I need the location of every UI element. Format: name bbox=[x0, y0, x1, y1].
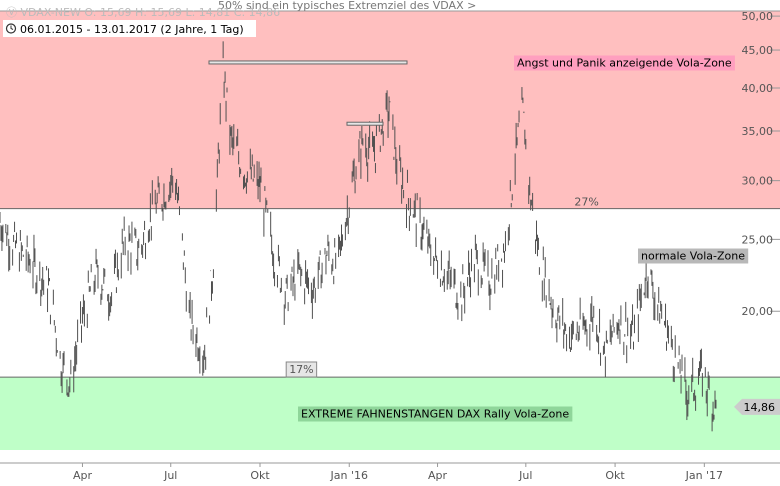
pct-label-box-bg bbox=[286, 361, 317, 377]
pct-label: 27% bbox=[574, 196, 598, 209]
zone-label-normal: normale Vola-Zone bbox=[638, 248, 749, 264]
zone-label-extreme: EXTREME FAHNENSTANGEN DAX Rally Vola-Zon… bbox=[298, 406, 573, 422]
zone-label-normal-bg bbox=[638, 248, 749, 264]
zone-label-panic: Angst und Panik anzeigende Vola-Zone bbox=[514, 55, 735, 71]
top-note: 50% sind ein typisches Extremziel des VD… bbox=[218, 0, 476, 12]
clock-icon bbox=[5, 23, 17, 34]
y-tick-label: 20,00 bbox=[742, 305, 774, 318]
x-tick-label: Jul bbox=[518, 469, 532, 482]
zone-panic bbox=[0, 11, 780, 209]
y-tick-label: 40,00 bbox=[742, 82, 774, 95]
y-tick-label: 50,00 bbox=[742, 10, 774, 23]
header-subtitle-text: 06.01.2015 - 13.01.2017 (2 Jahre, 1 Tag) bbox=[20, 23, 244, 36]
x-tick-label: Apr bbox=[73, 469, 93, 482]
y-tick-label: 30,00 bbox=[742, 175, 774, 188]
y-tick-label: 35,00 bbox=[742, 125, 774, 138]
clock-hand bbox=[10, 25, 14, 30]
x-tick-label: Jan '16 bbox=[330, 469, 368, 482]
pct-label-box-text: 17% bbox=[289, 363, 313, 376]
zone-normal bbox=[0, 208, 780, 378]
pct-label-border bbox=[285, 361, 318, 378]
axis-layer: 20,00 25,00 30,00 35,00 40,00 45,00 50,00 Apr Ju… bbox=[73, 10, 780, 482]
last-price-marker bbox=[734, 398, 780, 415]
header-subtitle-bg bbox=[3, 20, 256, 37]
zone-label-extreme-text: EXTREME FAHNENSTANGEN DAX Rally Vola-Zon… bbox=[301, 408, 569, 421]
header-subtitle: 06.01.2015 - 13.01.2017 (2 Jahre, 1 Tag) bbox=[3, 20, 256, 37]
resistance-bar-mid bbox=[346, 121, 384, 126]
y-tick-label: 25,00 bbox=[742, 233, 774, 246]
header-ohlc: Ⓥ VDAX-NEW O: 15,69 H: 15,69 L: 14,81 C:… bbox=[6, 6, 280, 19]
x-tick-label: Okt bbox=[250, 469, 270, 482]
x-tick-label: Jan '17 bbox=[685, 469, 723, 482]
last-price-label: 14,86 bbox=[744, 401, 776, 414]
price-series bbox=[0, 41, 717, 432]
x-tick-label: Okt bbox=[605, 469, 625, 482]
zone-label-extreme-bg bbox=[298, 406, 573, 422]
pct-label-box: 17% bbox=[285, 361, 318, 378]
zone-label-panic-text: Angst und Panik anzeigende Vola-Zone bbox=[517, 57, 732, 70]
y-tick-label: 45,00 bbox=[742, 44, 774, 57]
zone-label-panic-bg bbox=[514, 55, 735, 71]
annotation-layer: Angst und Panik anzeigende Vola-Zone norm… bbox=[3, 0, 780, 422]
zone-label-normal-text: normale Vola-Zone bbox=[641, 250, 745, 263]
resistance-bar-high bbox=[208, 60, 408, 65]
x-tick-label: Jul bbox=[163, 469, 177, 482]
zone-layer bbox=[0, 11, 780, 450]
frame-layer bbox=[0, 10, 780, 464]
x-tick-label: Apr bbox=[428, 469, 448, 482]
